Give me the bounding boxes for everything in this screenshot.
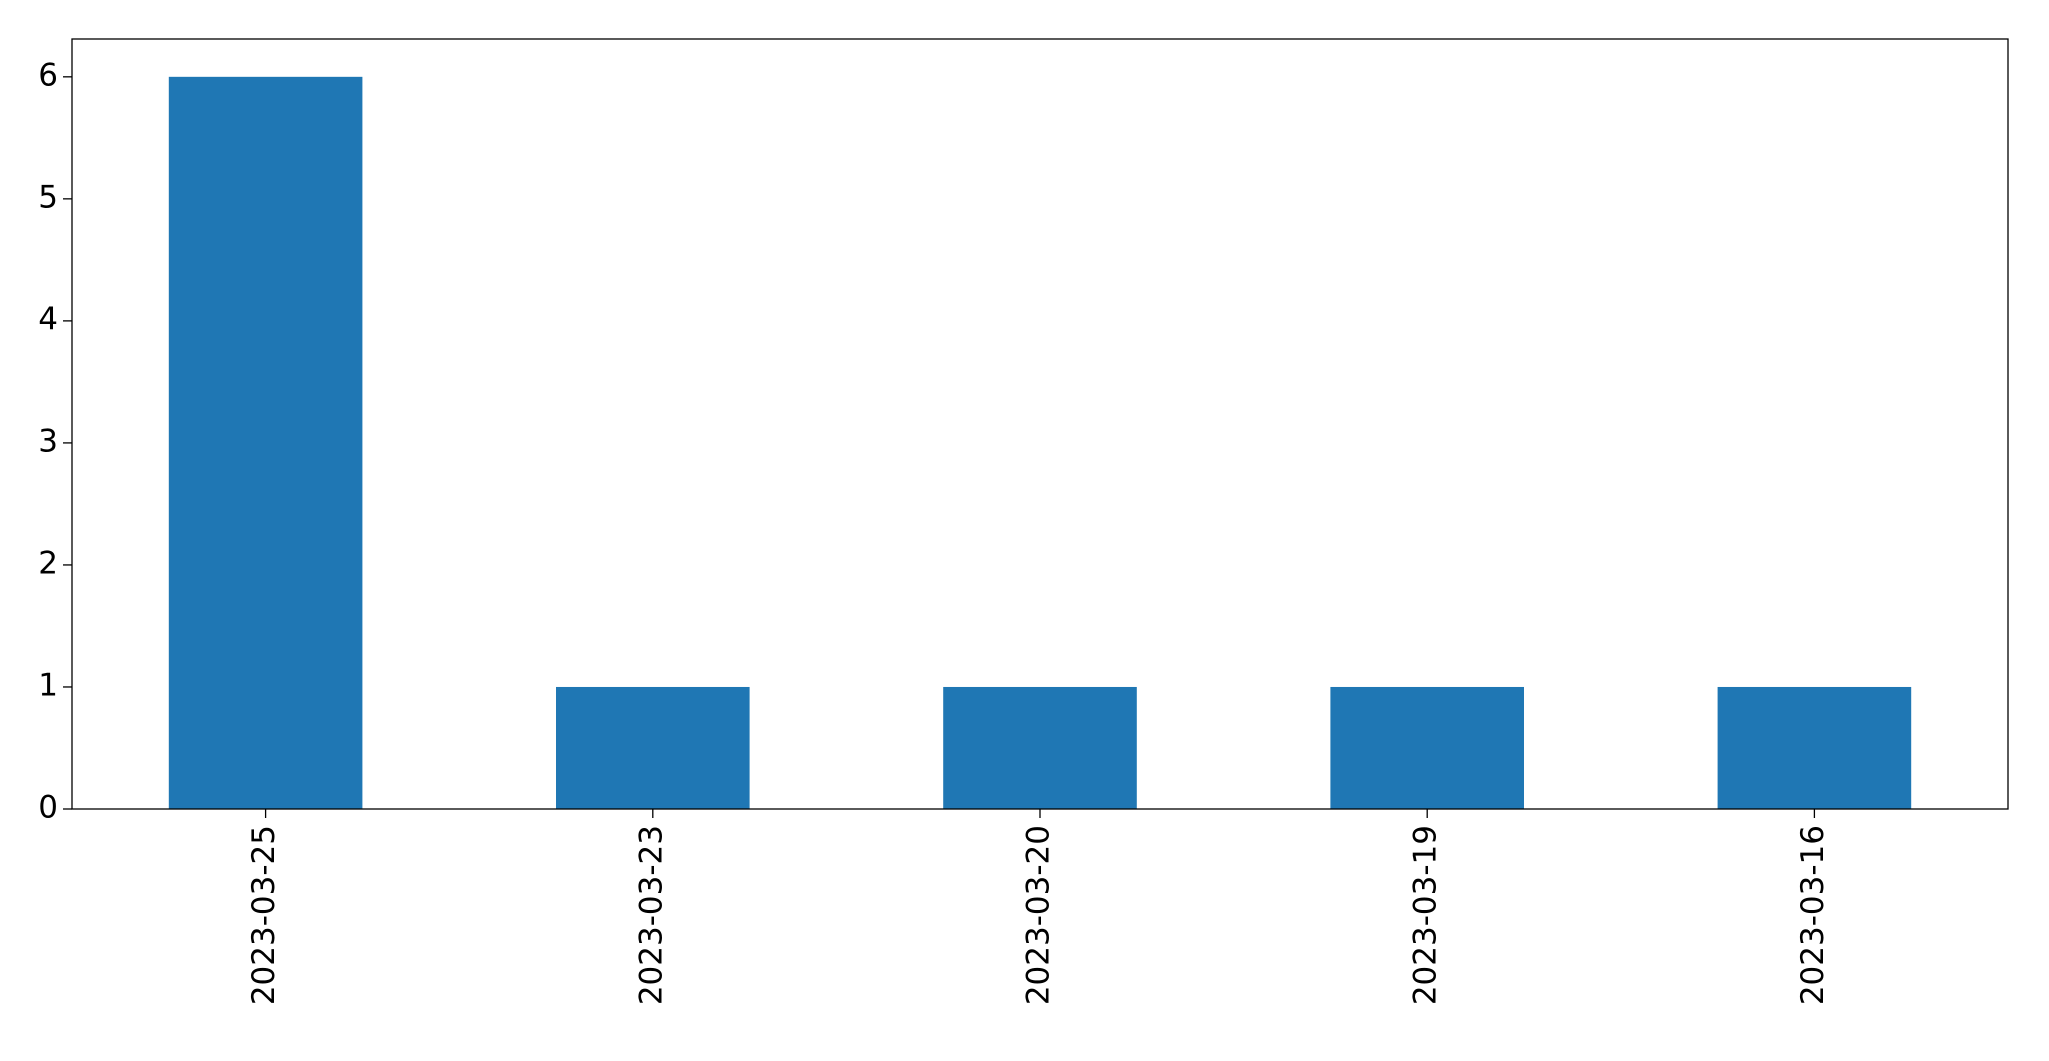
x-tick-label: 2023-03-19 [1408, 825, 1444, 1005]
bar [556, 686, 750, 809]
bar [168, 76, 363, 809]
x-tick-label: 2023-03-16 [1795, 825, 1831, 1005]
y-tick-label: 4 [38, 301, 58, 337]
x-tick-label: 2023-03-25 [246, 825, 282, 1005]
y-tick-label: 6 [38, 57, 58, 93]
x-tick-label: 2023-03-20 [1021, 825, 1057, 1005]
y-tick-label: 5 [38, 179, 58, 215]
y-tick-label: 3 [38, 423, 58, 459]
bar [1330, 686, 1524, 809]
y-tick-label: 0 [38, 790, 58, 826]
x-tick-label: 2023-03-23 [633, 825, 669, 1005]
y-tick-label: 2 [38, 545, 58, 581]
y-tick-label: 1 [38, 667, 58, 703]
bar [1717, 686, 1912, 809]
plot-frame [71, 38, 2009, 810]
bar [943, 686, 1137, 809]
